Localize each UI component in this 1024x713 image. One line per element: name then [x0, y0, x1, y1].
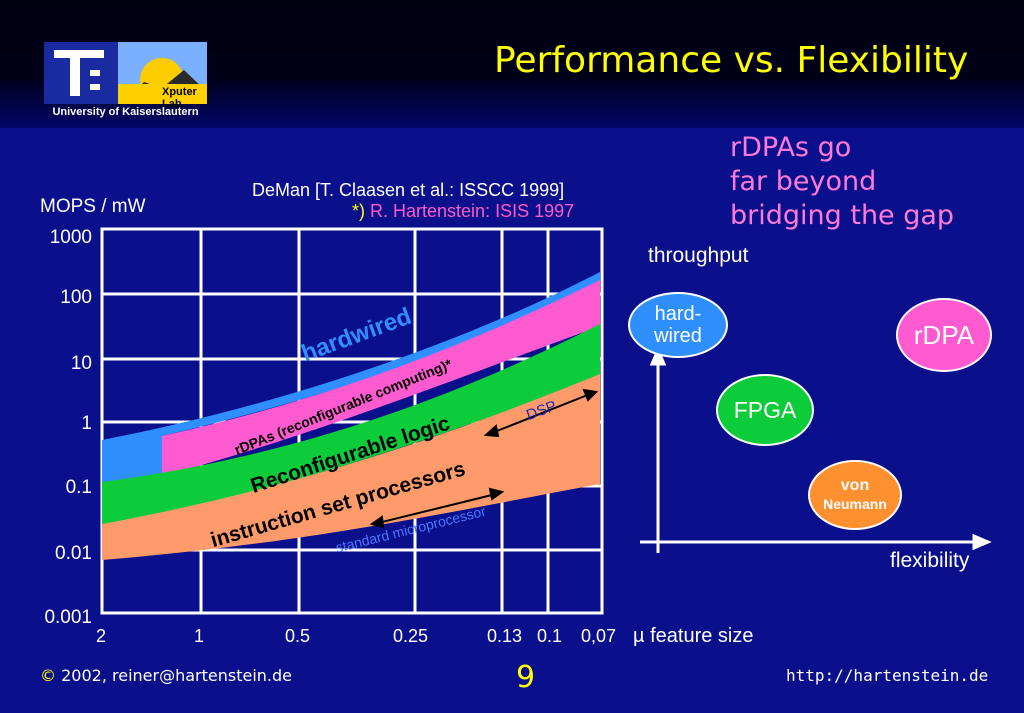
footer-copyright: © 2002, reiner@hartenstein.de: [40, 666, 292, 685]
node-hardwired-line1: hard-: [654, 303, 702, 325]
x-axis-label: µ feature size: [633, 625, 754, 647]
y-tick-0.1: 0.1: [65, 477, 92, 498]
y-tick-0.01: 0.01: [55, 543, 92, 564]
node-hardwired: hard-wired: [628, 292, 728, 358]
axis-throughput: throughput: [648, 244, 749, 267]
source-citation-2: *) R. Hartenstein: ISIS 1997: [352, 201, 574, 222]
chart-plot: [100, 227, 604, 615]
band-reconfigurable-logic: [102, 324, 600, 526]
footnote-text: R. Hartenstein: ISIS 1997: [370, 201, 575, 221]
page-number: 9: [516, 660, 536, 695]
logo-caption: University of Kaiserslautern: [52, 106, 199, 118]
node-hardwired-line2: wired: [654, 325, 702, 347]
y-tick-10: 10: [70, 353, 92, 374]
logo-box: Xputer Lab: [44, 42, 207, 110]
node-rdpa: rDPA: [896, 298, 992, 372]
logo-lab-text: Xputer Lab: [162, 86, 197, 110]
y-tick-1: 1: [81, 413, 92, 434]
note-line-1: rDPAs go: [730, 132, 852, 163]
node-rdpa-label: rDPA: [913, 319, 975, 350]
band-hardwired: [102, 272, 600, 482]
copyright-symbol: ©: [40, 666, 56, 685]
x-tick-0.5: 0.5: [285, 626, 311, 646]
x-tick-2: 2: [96, 626, 107, 646]
node-vonneumann-line1: von: [840, 477, 870, 494]
note-line-2: far beyond: [730, 166, 877, 197]
footer-email: reiner@hartenstein.de: [112, 666, 292, 685]
throughput-flexibility-axes: [640, 348, 992, 553]
node-vonneumann-line2: Neumann: [823, 496, 887, 512]
source-citation: DeMan [T. Claasen et al.: ISSCC 1999]: [252, 180, 565, 200]
note-line-3: bridging the gap: [730, 200, 955, 231]
slide-title: Performance vs. Flexibility: [494, 40, 969, 81]
band-instruction-set-processors: [102, 374, 600, 560]
y-axis-label: MOPS / mW: [40, 196, 146, 217]
node-fpga-label: FPGA: [733, 396, 797, 423]
x-tick-0.07: 0,07: [581, 626, 617, 646]
node-von-neumann: von Neumann: [808, 460, 902, 530]
x-tick-0.13: 0.13: [487, 626, 523, 646]
axis-flexibility: flexibility: [890, 549, 970, 572]
footer-url: http://hartenstein.de: [786, 666, 989, 685]
y-tick-0.001: 0.001: [44, 607, 92, 628]
footnote-mark: *): [352, 201, 365, 221]
x-tick-0.1: 0.1: [537, 626, 563, 646]
x-tick-0.25: 0.25: [393, 626, 429, 646]
node-fpga: FPGA: [716, 374, 814, 446]
band-rdpas: [162, 280, 600, 476]
y-tick-100: 100: [60, 287, 92, 308]
rdpas-note: rDPAs go far beyond bridging the gap: [730, 131, 954, 233]
footer-year: 2002,: [61, 666, 107, 685]
university-logo: Xputer Lab University of Kaiserslautern: [44, 42, 207, 122]
y-tick-1000: 1000: [49, 227, 92, 248]
x-tick-1: 1: [194, 626, 205, 646]
